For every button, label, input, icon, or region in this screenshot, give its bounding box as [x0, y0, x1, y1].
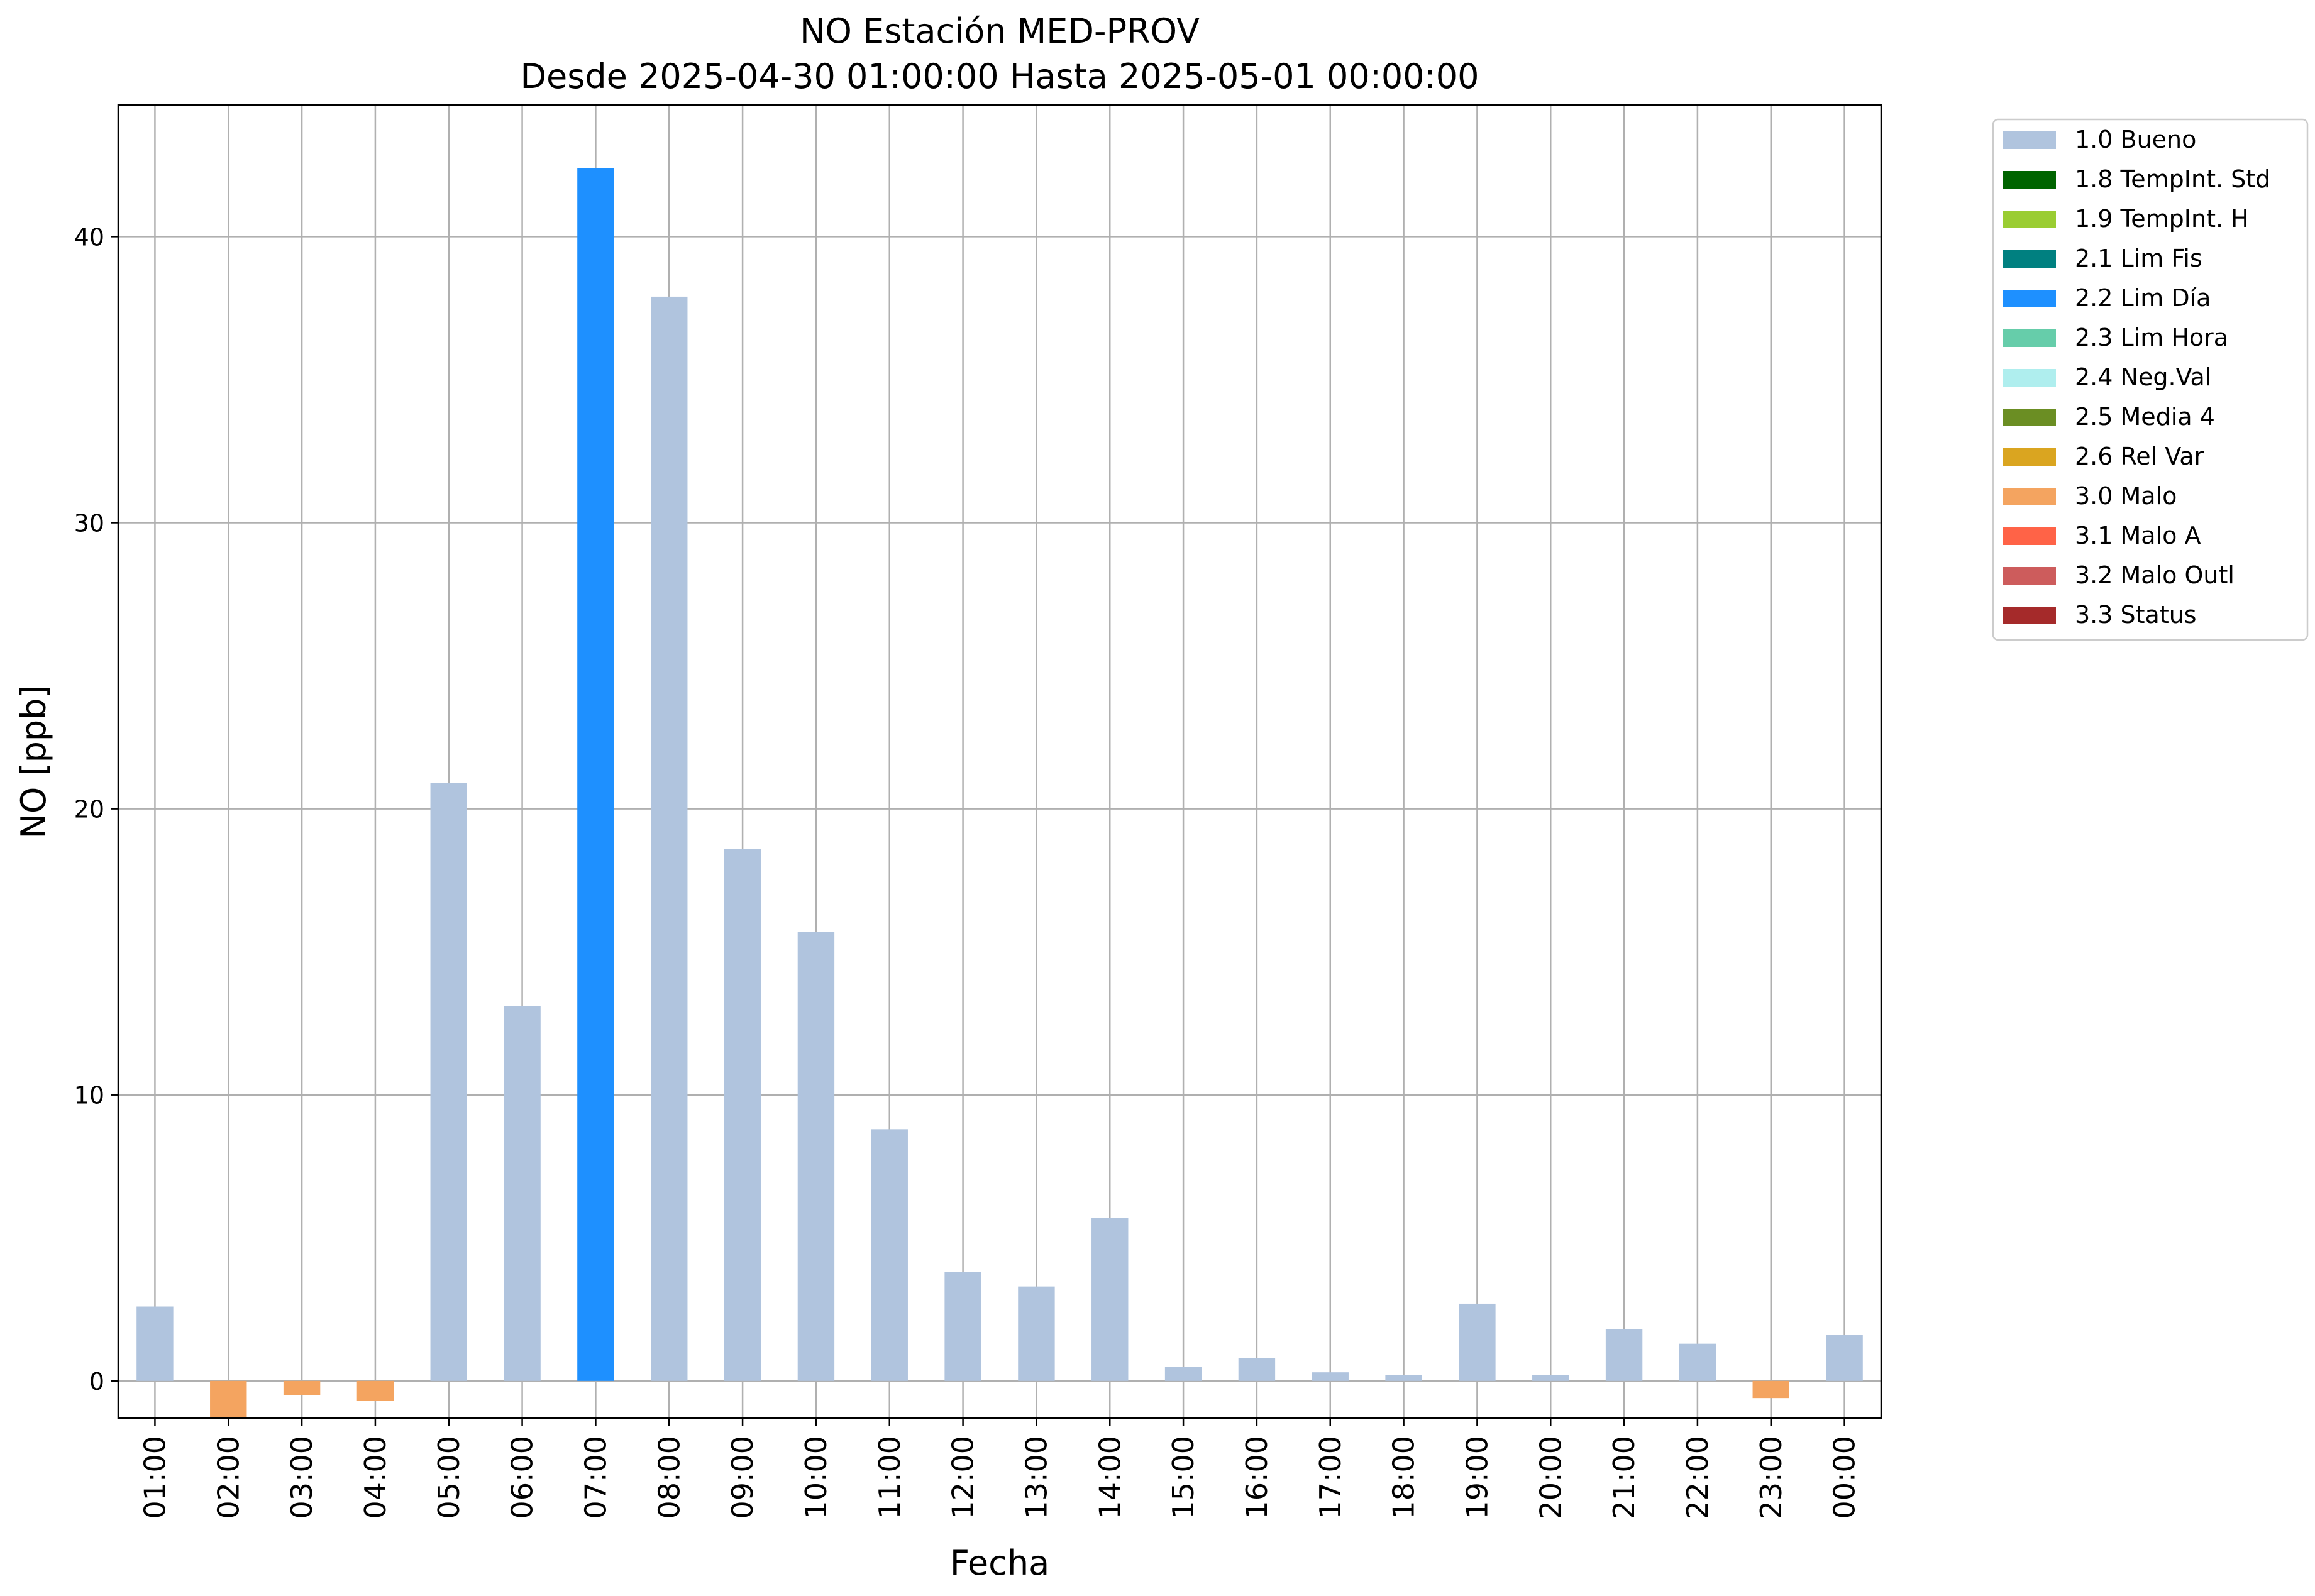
- legend-swatch: [2003, 409, 2056, 426]
- bar-0200: [210, 1380, 247, 1418]
- legend-swatch: [2003, 448, 2056, 466]
- x-axis-label: Fecha: [950, 1543, 1049, 1583]
- chart-subtitle: Desde 2025-04-30 01:00:00 Hasta 2025-05-…: [520, 57, 1479, 96]
- x-tick-label: 04:00: [358, 1436, 392, 1519]
- grid-lines: [118, 105, 1881, 1418]
- y-axis-label: NO [ppb]: [14, 685, 53, 839]
- x-tick-label: 14:00: [1093, 1436, 1127, 1519]
- bar-0500: [430, 783, 467, 1381]
- x-tick-label: 12:00: [946, 1436, 980, 1519]
- x-tick-label: 01:00: [138, 1436, 172, 1519]
- x-tick-label: 19:00: [1460, 1436, 1494, 1519]
- y-axis: 0 10 20 30 40: [74, 223, 118, 1395]
- bar-1400: [1091, 1218, 1129, 1381]
- legend-swatch: [2003, 329, 2056, 347]
- x-tick-label: 05:00: [432, 1436, 466, 1519]
- x-tick-label: 22:00: [1681, 1436, 1715, 1519]
- x-tick-label: 21:00: [1607, 1436, 1641, 1519]
- bar-1300: [1018, 1286, 1055, 1381]
- x-tick-label: 11:00: [873, 1436, 907, 1519]
- legend-label: 2.2 Lim Día: [2075, 284, 2211, 312]
- x-axis: 01:00 02:00 03:00 04:00 05:00 06:00 07:00 08:00…: [138, 1418, 1862, 1519]
- legend-label: 3.2 Malo Outl: [2075, 561, 2235, 589]
- x-tick-label: 16:00: [1240, 1436, 1274, 1519]
- bar-1900: [1459, 1303, 1496, 1381]
- x-tick-label: 02:00: [211, 1436, 245, 1519]
- x-tick-label: 09:00: [726, 1436, 760, 1519]
- y-tick-label: 30: [74, 509, 104, 537]
- legend-label: 2.3 Lim Hora: [2075, 324, 2228, 351]
- bar-1200: [944, 1272, 981, 1381]
- x-tick-label: 23:00: [1754, 1436, 1788, 1519]
- legend-swatch: [2003, 607, 2056, 624]
- legend-label: 2.1 Lim Fis: [2075, 245, 2202, 272]
- legend-swatch: [2003, 369, 2056, 387]
- legend-swatch: [2003, 488, 2056, 505]
- bar-1700: [1312, 1372, 1349, 1381]
- bar-1100: [871, 1129, 908, 1381]
- legend-swatch: [2003, 250, 2056, 268]
- x-tick-label: 10:00: [799, 1436, 833, 1519]
- plot-frame: [117, 104, 1882, 1419]
- y-tick-label: 20: [74, 796, 104, 823]
- bar-1800: [1385, 1375, 1422, 1381]
- legend-swatch: [2003, 131, 2056, 149]
- legend-label: 2.4 Neg.Val: [2075, 363, 2211, 391]
- legend-swatch: [2003, 290, 2056, 307]
- bar-0000: [1826, 1335, 1863, 1381]
- legend-label: 3.0 Malo: [2075, 482, 2177, 510]
- x-tick-label: 08:00: [652, 1436, 686, 1519]
- bar-0400: [356, 1380, 394, 1401]
- legend-label: 3.3 Status: [2075, 601, 2197, 629]
- bar-2000: [1532, 1375, 1569, 1381]
- bar-0800: [651, 296, 688, 1381]
- legend-box: [1992, 118, 2309, 641]
- legend-label: 1.8 TempInt. Std: [2075, 165, 2270, 193]
- legend: 1.0 Bueno 1.8 TempInt. Std 1.9 TempInt. H 2…: [1992, 118, 2309, 641]
- bar-1500: [1164, 1367, 1202, 1381]
- bar-1600: [1238, 1358, 1276, 1381]
- legend-label: 3.1 Malo A: [2075, 522, 2201, 549]
- bar-0300: [283, 1380, 321, 1395]
- x-tick-label: 17:00: [1313, 1436, 1347, 1519]
- bar-2300: [1752, 1380, 1789, 1399]
- legend-label: 2.5 Media 4: [2075, 403, 2215, 431]
- x-tick-label: 20:00: [1533, 1436, 1567, 1519]
- legend-label: 2.6 Rel Var: [2075, 443, 2204, 470]
- x-tick-label: 00:00: [1828, 1436, 1862, 1519]
- legend-label: 1.0 Bueno: [2075, 126, 2196, 153]
- y-tick-label: 40: [74, 223, 104, 251]
- chart-title: NO Estación MED-PROV: [800, 11, 1200, 51]
- bar-0600: [504, 1006, 541, 1381]
- x-tick-label: 03:00: [285, 1436, 319, 1519]
- bar-1000: [797, 932, 835, 1381]
- legend-swatch: [2003, 211, 2056, 228]
- bar-0900: [724, 849, 761, 1381]
- legend-label: 1.9 TempInt. H: [2075, 205, 2249, 233]
- bar-2100: [1605, 1329, 1643, 1381]
- x-tick-label: 13:00: [1019, 1436, 1053, 1519]
- x-tick-label: 07:00: [578, 1436, 612, 1519]
- legend-swatch: [2003, 567, 2056, 585]
- legend-swatch: [2003, 527, 2056, 545]
- legend-swatch: [2003, 171, 2056, 189]
- bar-0700: [577, 168, 614, 1381]
- x-tick-label: 18:00: [1387, 1436, 1421, 1519]
- bars: [136, 168, 1863, 1418]
- y-tick-label: 10: [74, 1082, 104, 1109]
- x-tick-label: 15:00: [1166, 1436, 1200, 1519]
- y-tick-label: 0: [89, 1368, 104, 1395]
- x-tick-label: 06:00: [506, 1436, 539, 1519]
- bar-0100: [136, 1306, 174, 1381]
- bar-2200: [1679, 1343, 1716, 1381]
